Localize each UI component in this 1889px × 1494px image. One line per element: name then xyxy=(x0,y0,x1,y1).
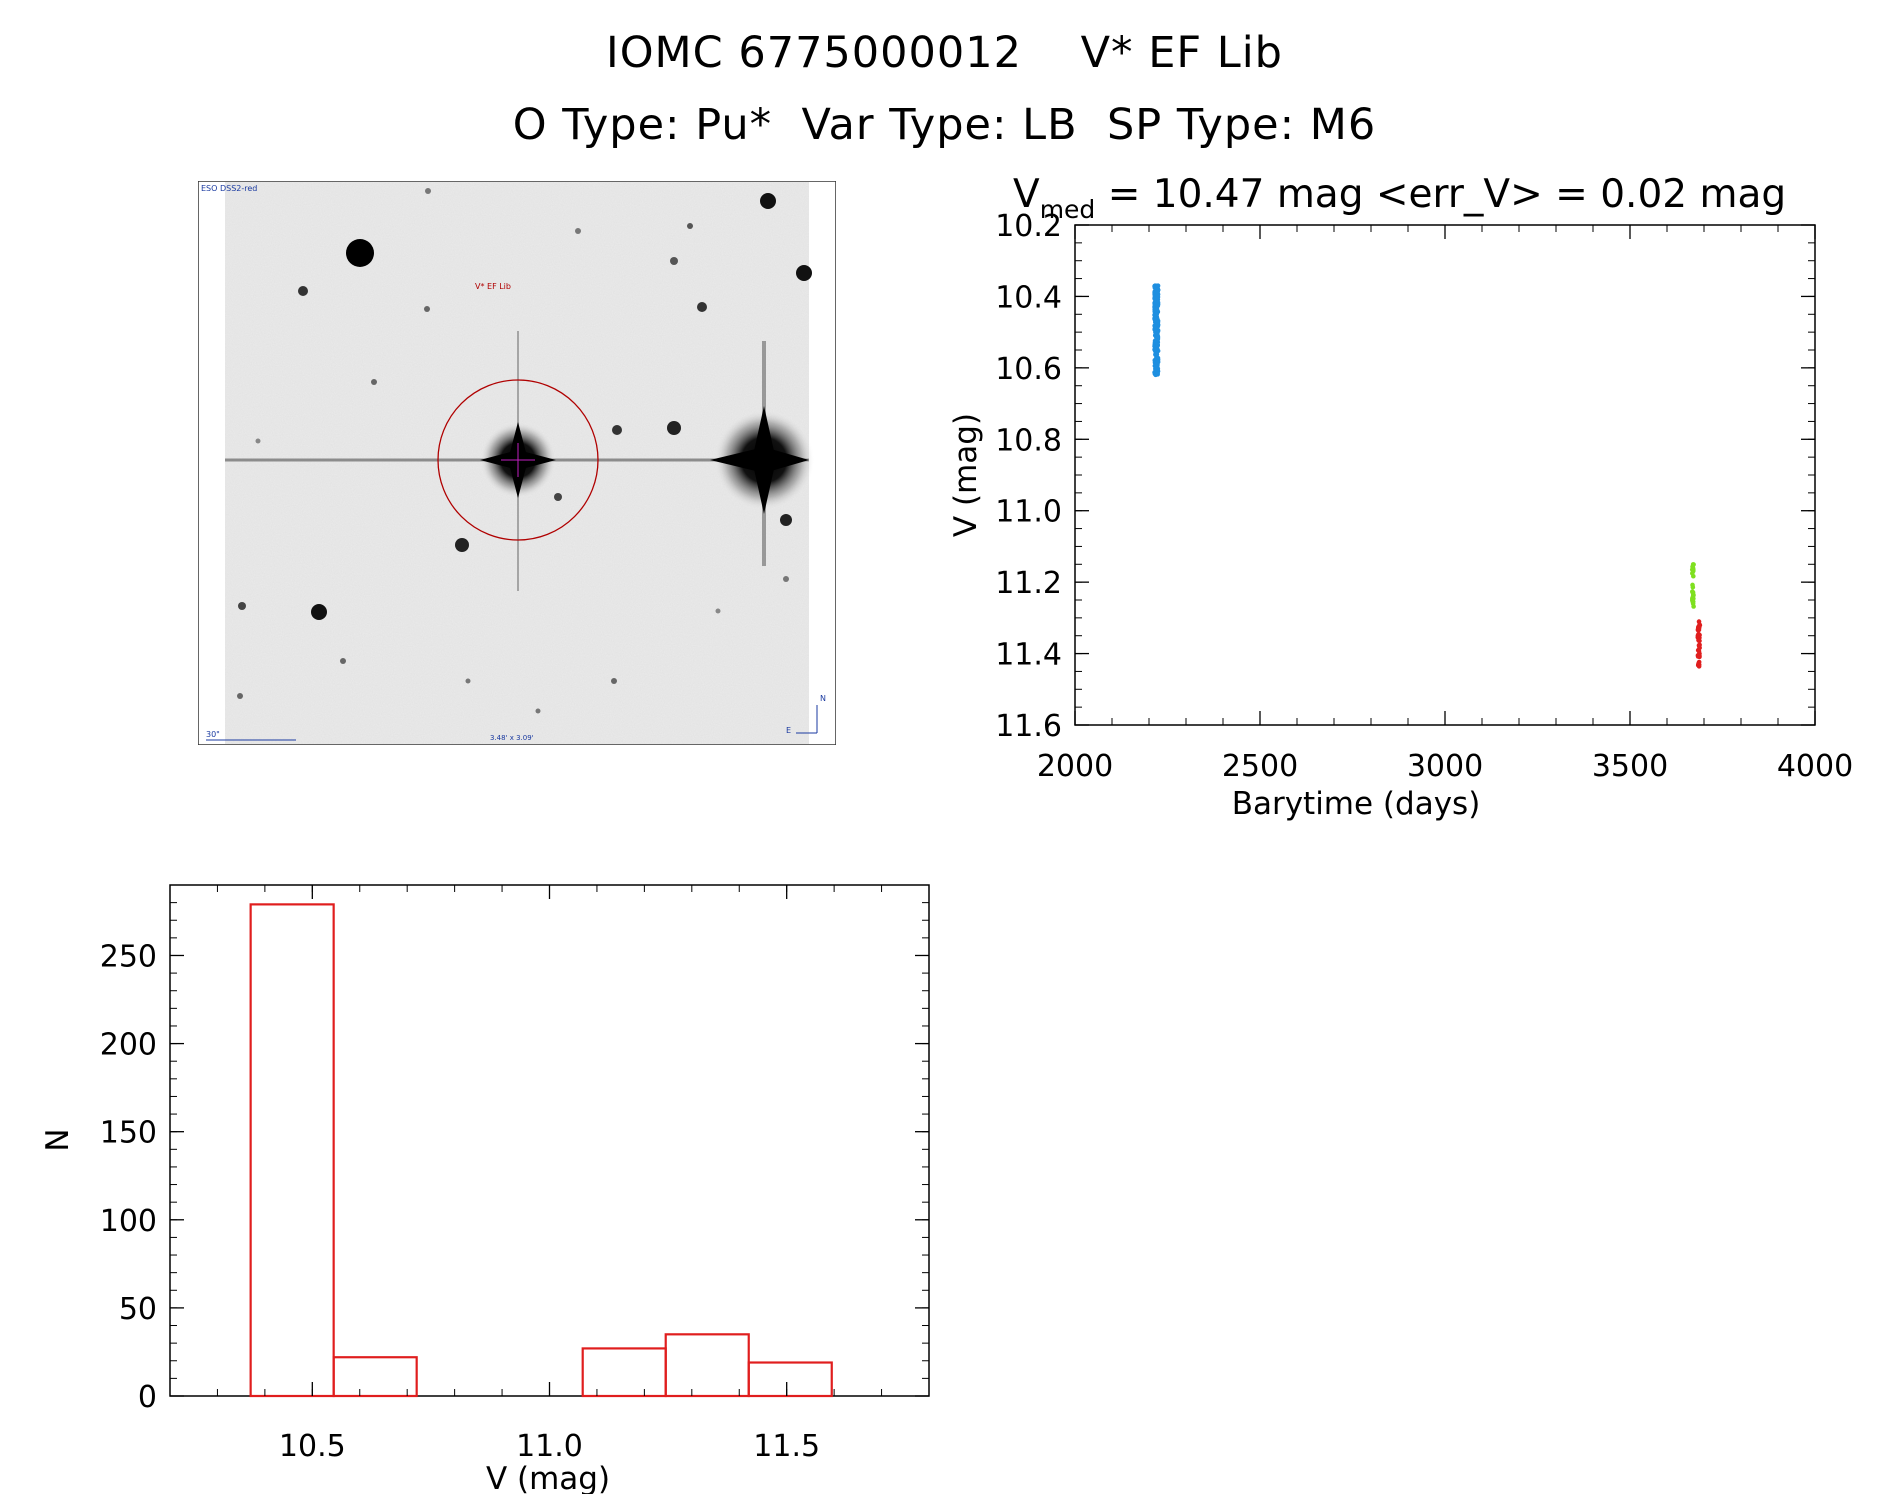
hist-bar xyxy=(249,903,335,1398)
lc-y-tick-label: 11.4 xyxy=(995,638,1062,673)
lc-y-tick-label: 11.0 xyxy=(995,495,1062,530)
lc-y-tick-label: 11.6 xyxy=(995,709,1062,744)
lc-data-point-series-0 xyxy=(1155,370,1160,376)
lc-y-tick-label: 10.4 xyxy=(995,280,1062,315)
hist-bar xyxy=(664,1333,750,1398)
lc-data-point-series-0 xyxy=(1152,327,1158,332)
hist-x-tick-label: 11.0 xyxy=(516,1429,583,1464)
fov-label: 3.48' x 3.09' xyxy=(490,734,534,742)
lc-data-point-series-0 xyxy=(1155,320,1161,325)
lc-data-point-series-1 xyxy=(1690,568,1696,574)
lc-data-point-series-0 xyxy=(1155,366,1160,372)
lc-y-tick-label: 10.6 xyxy=(995,352,1062,387)
lc-data-point-series-1 xyxy=(1690,589,1695,594)
target-circle xyxy=(437,379,599,541)
lc-x-tick-label: 3500 xyxy=(1592,749,1668,784)
hist-x-axis-label: V (mag) xyxy=(486,1461,610,1494)
hist-y-axis-label: N xyxy=(40,1128,76,1151)
lc-y-tick-label: 10.8 xyxy=(995,423,1062,458)
lc-data-point-series-0 xyxy=(1153,363,1159,368)
light-curve-plot: Vmed = 10.47 mag <err_V> = 0.02 mag 2000 2… xyxy=(948,172,1853,822)
lc-data-point-series-1 xyxy=(1690,562,1696,567)
finder-chart-image: ESO DSS2-red V* EF Lib 30" 3.48' x 3.09'… xyxy=(198,181,836,745)
hist-y-tick-label: 0 xyxy=(138,1380,157,1415)
lc-data-point-series-2 xyxy=(1696,644,1702,649)
hist-y-tick-label: 100 xyxy=(100,1204,157,1239)
lc-data-point-series-0 xyxy=(1153,338,1159,343)
lc-data-point-series-0 xyxy=(1155,333,1161,339)
hist-x-tick-label: 10.5 xyxy=(279,1429,346,1464)
hist-frame xyxy=(169,884,930,1397)
lc-frame xyxy=(1074,224,1816,726)
hist-y-tick-label: 50 xyxy=(119,1292,157,1327)
lc-data-point-series-0 xyxy=(1154,307,1160,313)
lc-y-tick-label: 10.2 xyxy=(995,209,1062,244)
lc-title: Vmed = 10.47 mag <err_V> = 0.02 mag xyxy=(1013,172,1786,224)
lc-x-tick-label: 4000 xyxy=(1777,749,1853,784)
target-label: V* EF Lib xyxy=(475,282,511,291)
lc-y-tick-label: 11.2 xyxy=(995,566,1062,601)
lc-data-point-series-0 xyxy=(1155,359,1161,365)
lc-data-point-series-0 xyxy=(1152,347,1158,352)
lc-x-tick-label: 3000 xyxy=(1407,749,1483,784)
hist-bar xyxy=(332,1356,418,1398)
lc-data-point-series-0 xyxy=(1155,342,1160,348)
hist-bar xyxy=(747,1361,833,1398)
hist-x-tick-label: 11.5 xyxy=(753,1429,820,1464)
hist-bar xyxy=(581,1347,667,1398)
lc-y-axis-label: V (mag) xyxy=(948,413,984,537)
lc-data-point-series-0 xyxy=(1154,289,1160,295)
lc-data-point-series-2 xyxy=(1696,662,1702,667)
chart-title: IOMC 6775000012 V* EF Lib xyxy=(606,28,1283,78)
lc-data-point-series-1 xyxy=(1690,596,1695,602)
lc-data-point-series-0 xyxy=(1153,296,1159,301)
hist-y-tick-label: 200 xyxy=(100,1028,157,1063)
lc-data-point-series-2 xyxy=(1697,653,1702,658)
survey-label: ESO DSS2-red xyxy=(201,184,257,193)
lc-x-tick-label: 2000 xyxy=(1037,749,1113,784)
lc-x-axis-label: Barytime (days) xyxy=(1232,786,1481,822)
lc-data-point-series-0 xyxy=(1153,311,1159,317)
compass-north-label: N xyxy=(820,694,826,703)
lc-data-point-series-2 xyxy=(1697,638,1702,644)
lc-data-point-series-0 xyxy=(1155,283,1161,289)
scale-label: 30" xyxy=(206,730,220,739)
compass-east-label: E xyxy=(786,726,791,735)
lc-data-point-series-2 xyxy=(1696,627,1702,633)
hist-y-tick-label: 250 xyxy=(100,939,157,974)
chart-subtitle: O Type: Pu* Var Type: LB SP Type: M6 xyxy=(512,100,1377,150)
histogram-plot: 10.5 11.0 11.5 0 50 100 150 200 250 V (mag) N xyxy=(40,884,930,1494)
lc-data-point-series-2 xyxy=(1697,632,1702,638)
lc-x-tick-label: 2500 xyxy=(1222,749,1298,784)
lc-data-point-series-1 xyxy=(1690,584,1696,590)
hist-y-tick-label: 150 xyxy=(100,1116,157,1151)
